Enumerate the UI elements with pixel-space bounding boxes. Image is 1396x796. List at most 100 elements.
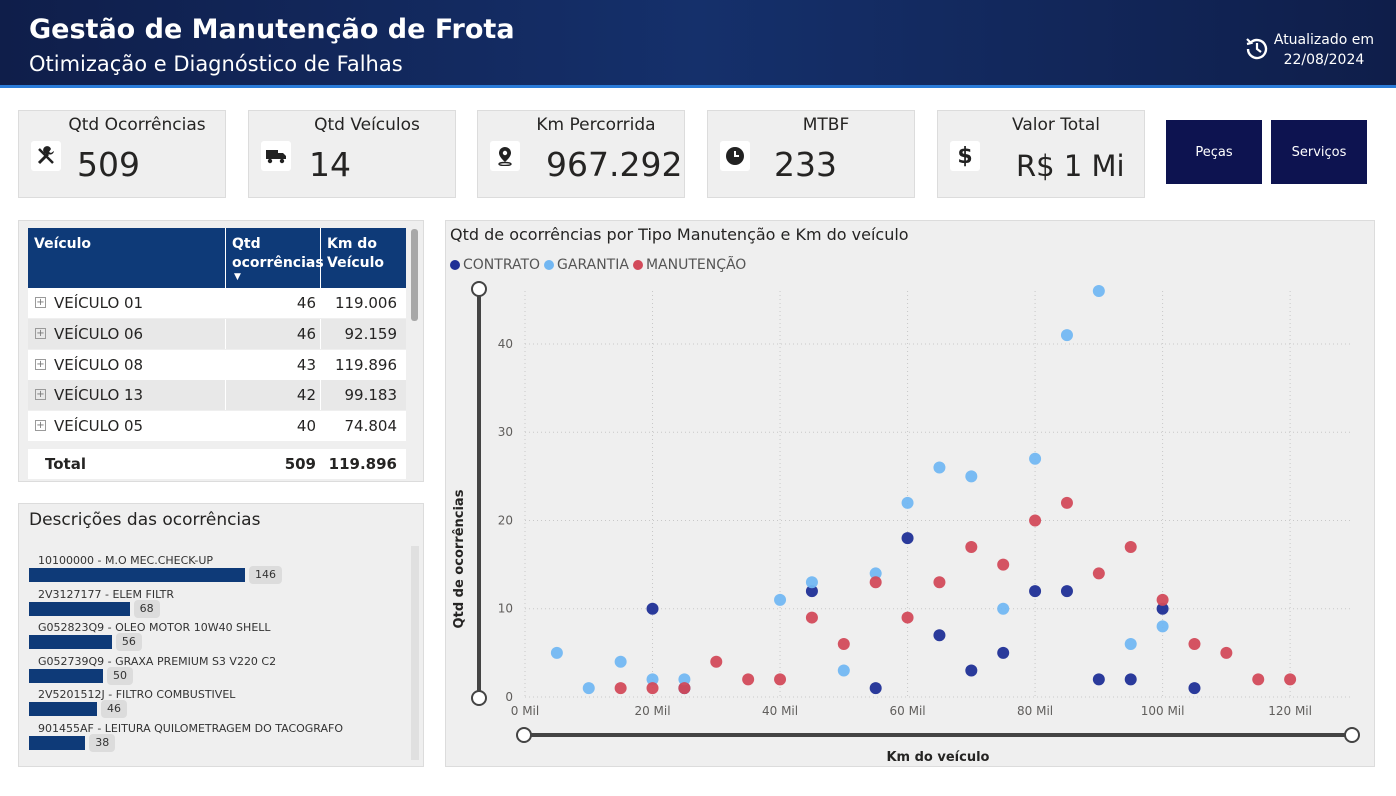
description-bar[interactable] xyxy=(29,601,130,616)
data-point[interactable] xyxy=(1156,620,1169,633)
data-point[interactable] xyxy=(1124,638,1137,651)
data-point[interactable] xyxy=(646,682,659,695)
truck-icon xyxy=(261,141,291,171)
y-zoom-slider-handle[interactable] xyxy=(471,690,487,706)
table-row[interactable]: + VEÍCULO 05 40 74.804 xyxy=(28,411,406,441)
kpi-card-veiculos: Qtd Veículos 14 xyxy=(248,110,456,198)
data-point[interactable] xyxy=(1060,329,1073,342)
x-zoom-slider-handle[interactable] xyxy=(516,727,532,743)
data-point[interactable] xyxy=(614,655,627,668)
column-qtd[interactable]: Qtd ocorrências ▼ xyxy=(232,236,324,282)
data-point[interactable] xyxy=(1092,673,1105,686)
y-zoom-slider-handle[interactable] xyxy=(471,281,487,297)
x-tick-label: 120 Mil xyxy=(1268,704,1312,718)
legend-item[interactable]: GARANTIA xyxy=(544,257,629,273)
y-tick-label: 0 xyxy=(505,690,513,704)
data-point[interactable] xyxy=(1156,602,1169,615)
data-point[interactable] xyxy=(933,629,946,642)
expand-icon[interactable]: + xyxy=(35,328,46,339)
table-row[interactable]: + VEÍCULO 06 46 92.159 xyxy=(28,319,406,349)
description-bar[interactable] xyxy=(29,635,112,649)
data-point[interactable] xyxy=(550,646,563,659)
column-km[interactable]: Km do Veículo xyxy=(327,236,385,271)
data-point[interactable] xyxy=(1124,540,1137,553)
data-point[interactable] xyxy=(774,593,787,606)
servicos-button[interactable]: Serviços xyxy=(1271,120,1367,184)
table-scrollbar[interactable] xyxy=(411,229,418,321)
data-point[interactable] xyxy=(1188,638,1201,651)
x-zoom-slider-handle[interactable] xyxy=(1344,727,1360,743)
data-point[interactable] xyxy=(997,602,1010,615)
data-point[interactable] xyxy=(1092,567,1105,580)
data-point[interactable] xyxy=(1284,673,1297,686)
expand-icon[interactable]: + xyxy=(35,389,46,400)
data-point[interactable] xyxy=(1188,682,1201,695)
table-row[interactable]: + VEÍCULO 01 46 119.006 xyxy=(28,288,406,318)
data-point[interactable] xyxy=(678,673,691,686)
data-point[interactable] xyxy=(933,576,946,589)
data-point[interactable] xyxy=(1029,585,1042,598)
table-row[interactable]: + VEÍCULO 13 42 99.183 xyxy=(28,380,406,410)
legend-item[interactable]: CONTRATO xyxy=(450,257,540,273)
data-point[interactable] xyxy=(901,496,914,509)
scatter-chart-panel: Qtd de ocorrências por Tipo Manutenção e… xyxy=(445,220,1375,767)
kpi-card-valor: $ Valor Total R$ 1 Mi xyxy=(937,110,1145,198)
data-point[interactable] xyxy=(646,673,659,686)
data-point[interactable] xyxy=(901,611,914,624)
data-point[interactable] xyxy=(869,682,882,695)
data-point[interactable] xyxy=(1220,646,1233,659)
table-row[interactable]: + VEÍCULO 08 43 119.896 xyxy=(28,350,406,380)
expand-icon[interactable]: + xyxy=(35,359,46,370)
data-point[interactable] xyxy=(965,540,978,553)
header-banner: Gestão de Manutenção de Frota Otimização… xyxy=(0,0,1396,88)
data-point[interactable] xyxy=(965,664,978,677)
data-point[interactable] xyxy=(997,646,1010,659)
data-point[interactable] xyxy=(869,576,882,589)
descriptions-scrollbar[interactable] xyxy=(411,546,419,760)
description-bar[interactable] xyxy=(29,702,98,716)
legend-marker xyxy=(544,260,555,270)
expand-icon[interactable]: + xyxy=(35,420,46,431)
data-point[interactable] xyxy=(710,655,723,668)
dollar-icon: $ xyxy=(950,141,980,171)
data-point[interactable] xyxy=(837,664,850,677)
data-point[interactable] xyxy=(901,532,914,545)
description-bar[interactable] xyxy=(29,735,86,750)
data-point[interactable] xyxy=(1029,452,1042,465)
data-point[interactable] xyxy=(646,602,659,615)
data-point[interactable] xyxy=(1124,673,1137,686)
kpi-value: R$ 1 Mi xyxy=(1016,149,1125,183)
data-point[interactable] xyxy=(614,682,627,695)
data-point[interactable] xyxy=(1029,514,1042,527)
sort-desc-icon: ▼ xyxy=(234,272,241,282)
data-point[interactable] xyxy=(869,567,882,580)
refresh-clock-icon xyxy=(1246,38,1268,60)
legend-item[interactable]: MANUTENÇÃO xyxy=(632,257,746,273)
description-label: 2V3127177 - ELEM FILTR xyxy=(38,587,175,601)
description-value-label: 68 xyxy=(133,599,160,618)
y-tick-label: 20 xyxy=(498,513,513,527)
data-point[interactable] xyxy=(1252,673,1265,686)
data-point[interactable] xyxy=(742,673,755,686)
data-point[interactable] xyxy=(933,461,946,474)
data-point[interactable] xyxy=(805,576,818,589)
pecas-button[interactable]: Peças xyxy=(1166,120,1262,184)
data-point[interactable] xyxy=(1092,285,1105,297)
data-point[interactable] xyxy=(1156,593,1169,606)
data-point[interactable] xyxy=(837,638,850,651)
data-point[interactable] xyxy=(582,682,595,695)
description-bar[interactable] xyxy=(29,668,103,683)
data-point[interactable] xyxy=(965,470,978,483)
data-point[interactable] xyxy=(774,673,787,686)
description-bar[interactable] xyxy=(29,568,245,582)
kpi-card-ocorrencias: Qtd Ocorrências 509 xyxy=(18,110,226,198)
expand-icon[interactable]: + xyxy=(35,297,46,308)
data-point[interactable] xyxy=(805,611,818,624)
x-tick-label: 20 Mil xyxy=(634,704,670,718)
data-point[interactable] xyxy=(1060,496,1073,509)
data-point[interactable] xyxy=(805,585,818,598)
data-point[interactable] xyxy=(1060,585,1073,598)
column-veiculo[interactable]: Veículo xyxy=(34,236,92,252)
data-point[interactable] xyxy=(997,558,1010,571)
data-point[interactable] xyxy=(678,682,691,695)
